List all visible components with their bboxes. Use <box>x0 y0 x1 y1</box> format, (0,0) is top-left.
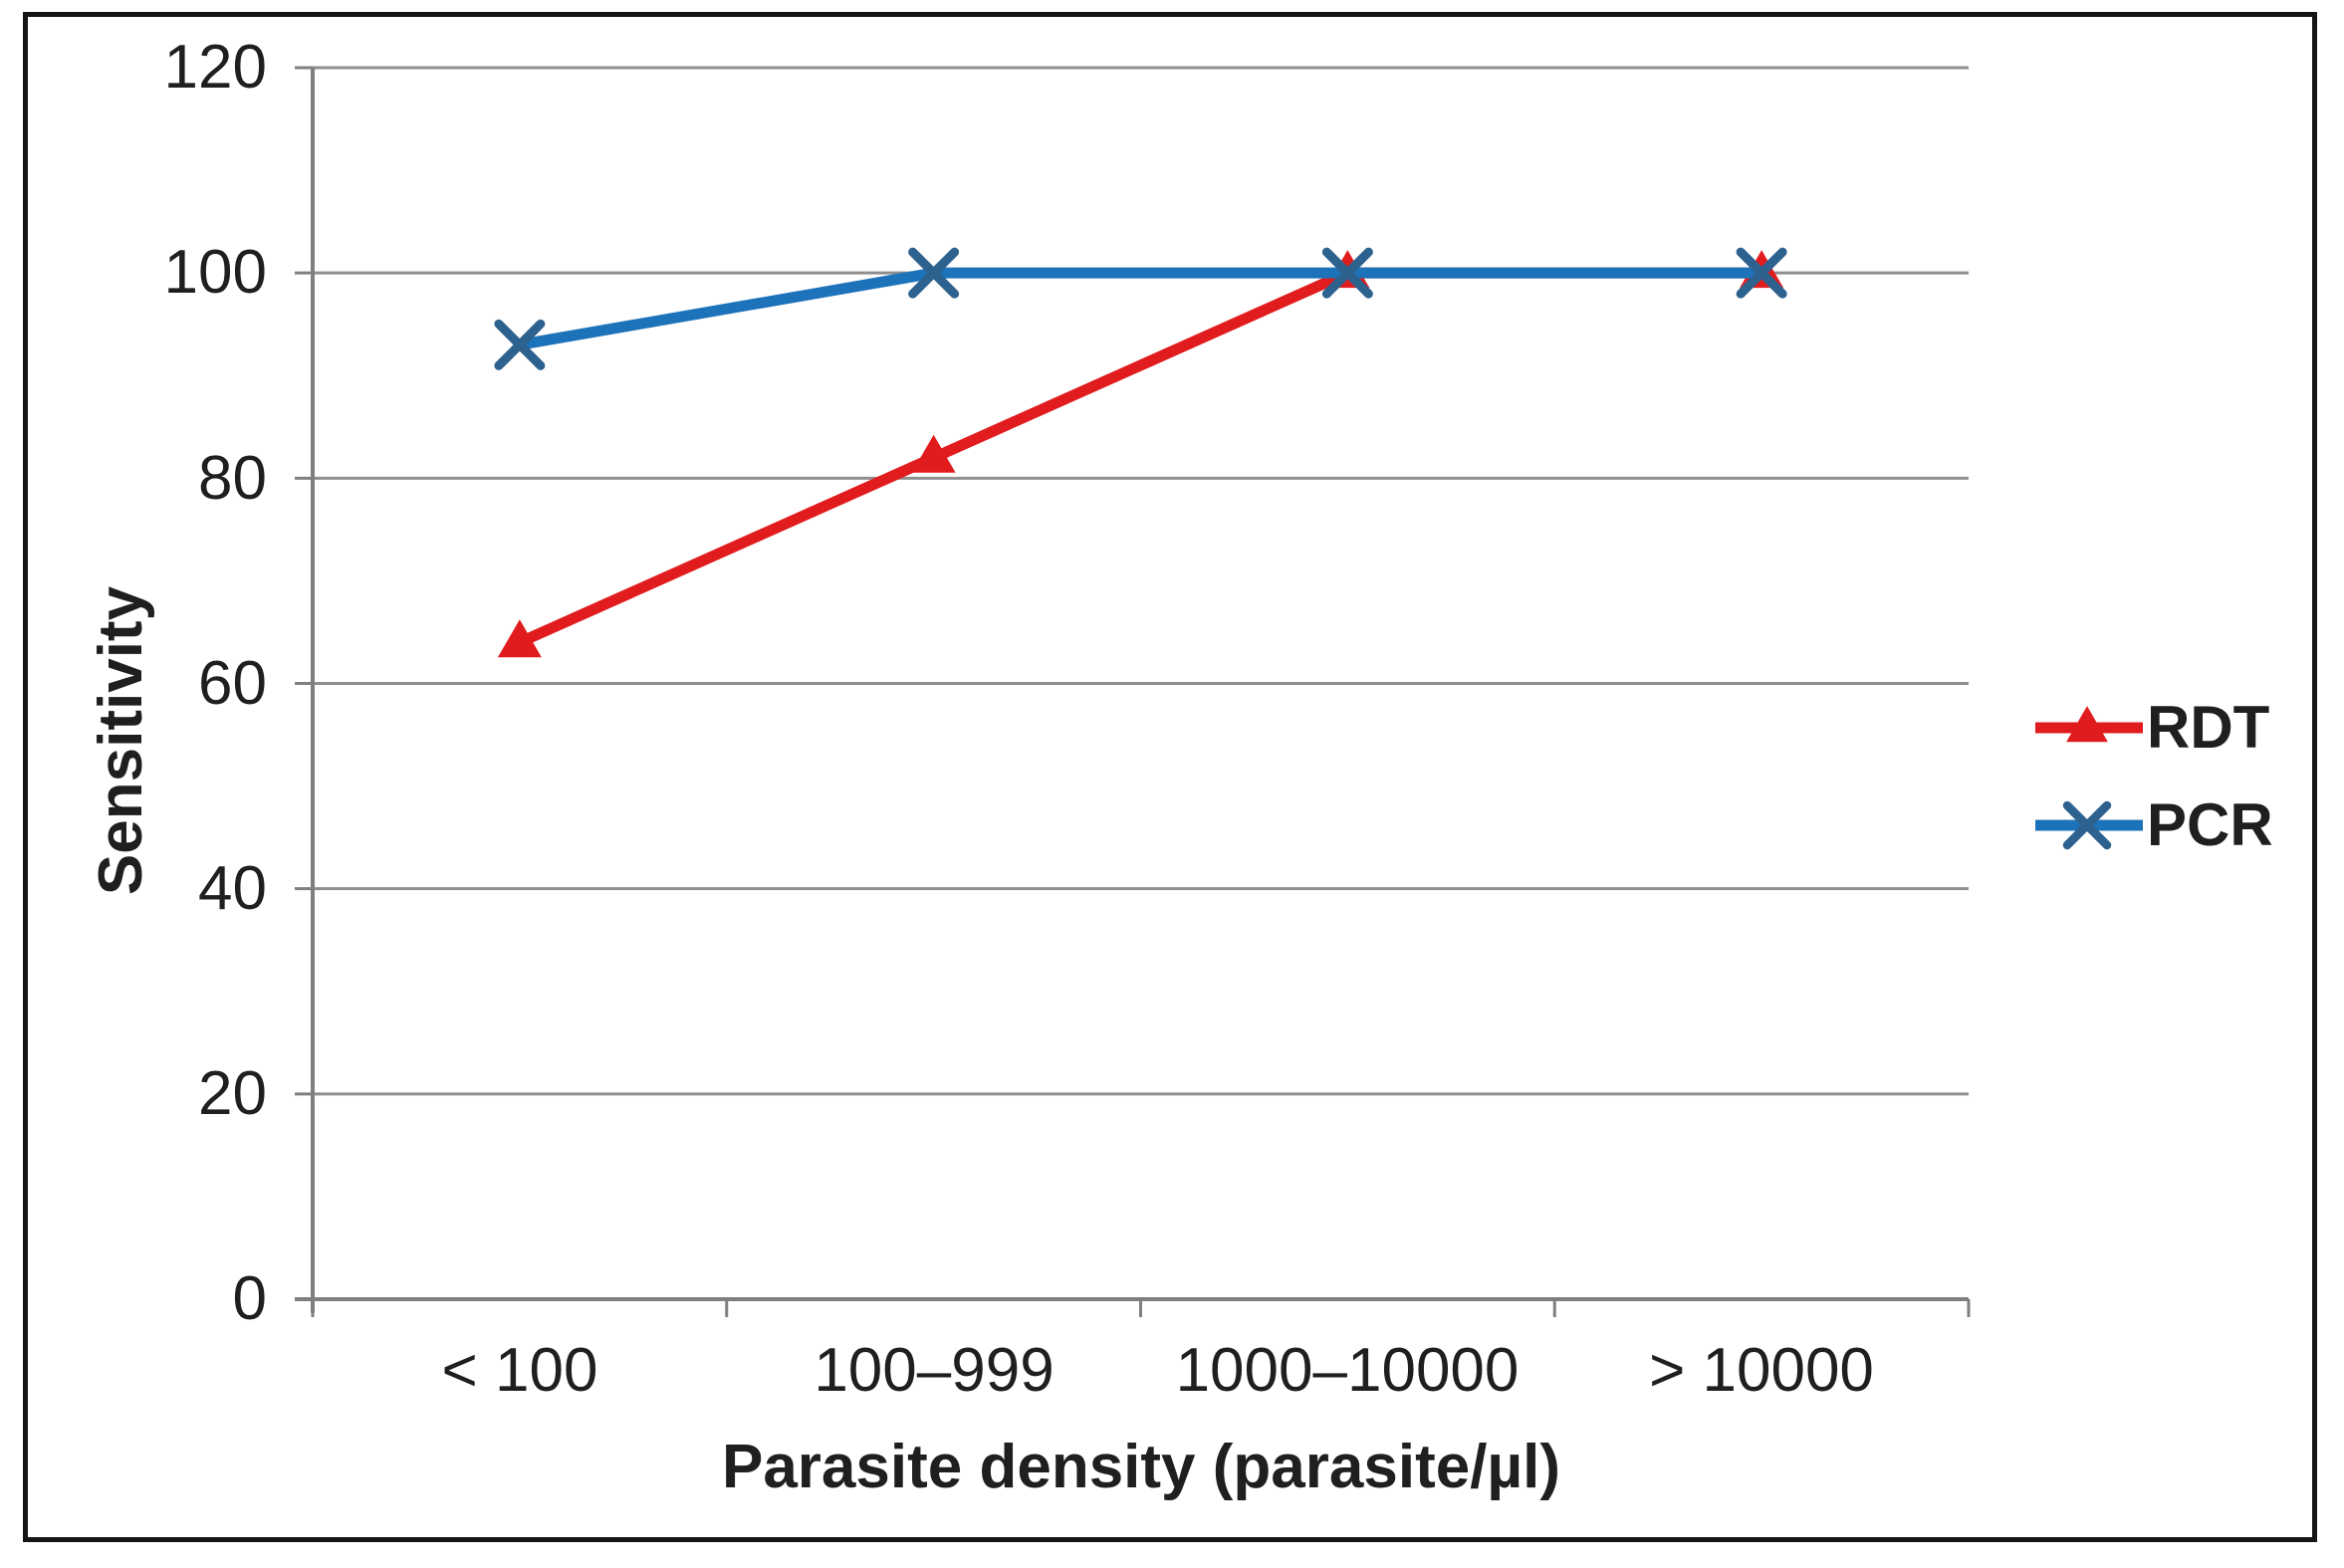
legend: RDT PCR <box>2033 695 2273 858</box>
chart-frame <box>23 12 2317 1542</box>
y-axis-tick-label: 0 <box>232 1264 267 1333</box>
y-axis-tick-label: 20 <box>198 1059 267 1128</box>
y-axis-tick-label: 80 <box>198 444 267 513</box>
pcr-marker <box>2062 800 2112 850</box>
legend-label: PCR <box>2147 791 2273 858</box>
legend-item-pcr: PCR <box>2033 792 2273 858</box>
y-axis-tick-label: 40 <box>198 854 267 923</box>
legend-item-rdt: RDT <box>2033 695 2273 761</box>
x-axis-title: Parasite density (parasite/µl) <box>721 1433 1561 1501</box>
pcr-series-marker-icon <box>2035 800 2143 850</box>
rdt-marker <box>2066 706 2108 743</box>
x-axis-tick-label: 100–999 <box>814 1336 1055 1405</box>
y-axis-tick-label: 100 <box>163 238 267 307</box>
x-axis-tick-label: < 100 <box>441 1336 598 1405</box>
legend-label: RDT <box>2147 694 2270 761</box>
x-axis-tick-label: > 10000 <box>1649 1336 1874 1405</box>
y-axis-tick-label: 60 <box>198 649 267 718</box>
x-axis-tick-label: 1000–10000 <box>1175 1336 1520 1405</box>
y-axis-tick-label: 120 <box>163 33 267 102</box>
rdt-series-marker-icon <box>2035 706 2143 743</box>
y-axis-title: Sensitivity <box>87 585 155 896</box>
